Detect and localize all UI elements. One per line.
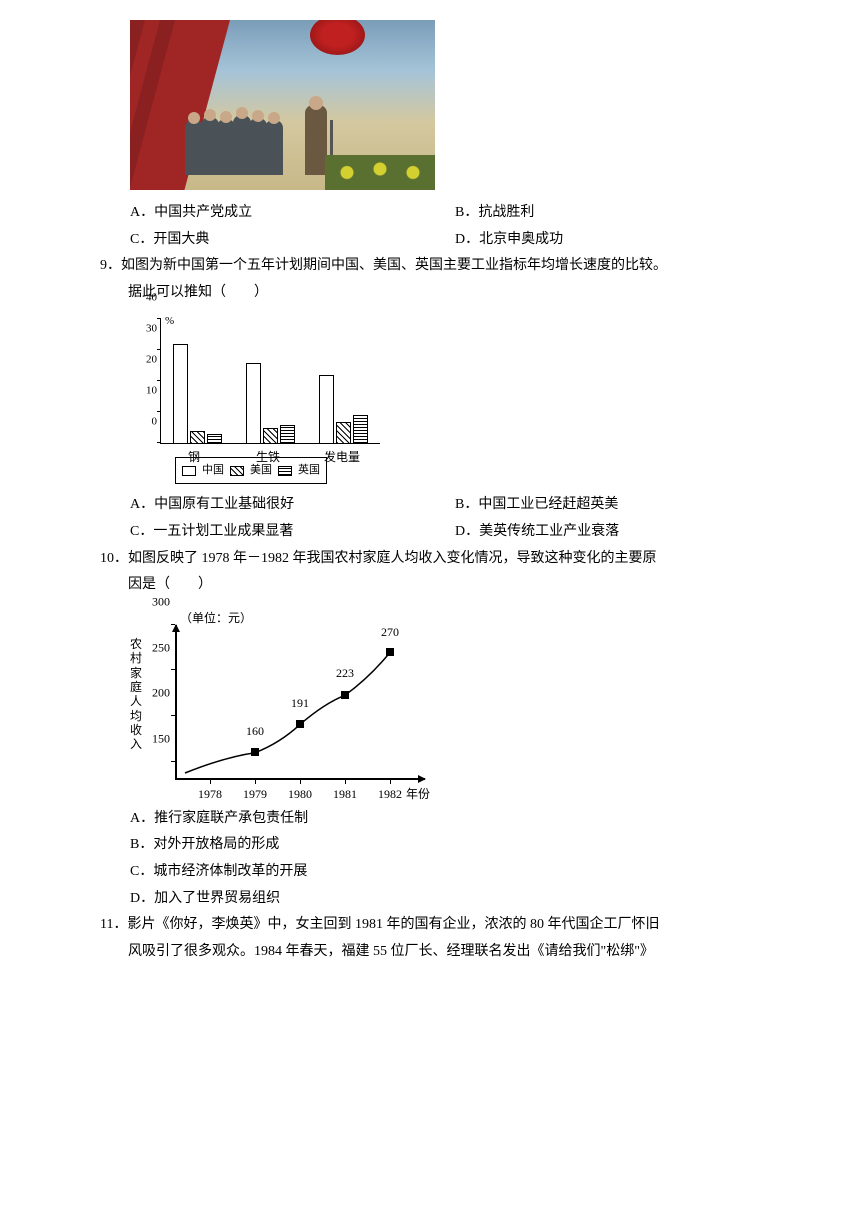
bar-chart-axes: 0 10 20 30 40 钢 生铁 发电量 [160,319,380,444]
legend-swatch-uk [278,466,292,476]
q8-option-d: D．北京申奥成功 [455,227,780,254]
point-1981 [341,691,349,699]
yl-200: 200 [152,682,170,705]
q9-option-d: D．美英传统工业产业衰落 [455,519,780,546]
bar-group-steel: 钢 [173,319,233,443]
q8-options-row-2: C．开国大典 D．北京申奥成功 [130,227,780,254]
bar-us-steel [190,431,205,443]
q10-option-b: B．对外开放格局的形成 [130,832,780,859]
q10-text: 10．如图反映了 1978 年－1982 年我国农村家庭人均收入变化情况，导致这… [100,546,780,573]
xl-1982: 1982 [378,783,402,806]
q9-text-2: 据此可以推知（ ） [128,280,780,307]
q11-text: 11．影片《你好，李焕英》中，女主回到 1981 年的国有企业，浓浓的 80 年… [100,912,780,939]
bar-group-iron: 生铁 [246,319,306,443]
q10-number: 10． [100,546,128,573]
yl-250: 250 [152,636,170,659]
ytick-10: 10 [146,381,157,402]
line-chart-xtitle: 年份 [406,783,430,806]
bar-us-elec [336,422,351,444]
founding-ceremony-photo [130,20,435,190]
industry-growth-bar-chart: % 0 10 20 30 40 钢 生铁 发电量 中国 [130,314,390,484]
rural-income-line-chart: 农村家庭人均收入 （单位：元） 150 200 250 300 1978 197… [130,607,440,802]
point-label-1979: 160 [246,720,264,743]
q9-options-row-1: A．中国原有工业基础很好 B．中国工业已经赶超英美 [130,492,780,519]
q10-option-c: C．城市经济体制改革的开展 [130,859,780,886]
ytick-0: 0 [152,412,158,433]
q8-options-row-1: A．中国共产党成立 B．抗战胜利 [130,200,780,227]
bar-china-steel [173,344,188,443]
legend-swatch-china [182,466,196,476]
ytick-20: 20 [146,350,157,371]
yl-300: 300 [152,591,170,614]
q8-option-c: C．开国大典 [130,227,455,254]
point-1980 [296,720,304,728]
xl-1980: 1980 [288,783,312,806]
ytick-30: 30 [146,319,157,340]
legend-swatch-us [230,466,244,476]
photo-flowers [325,155,435,190]
bar-uk-iron [280,425,295,444]
ytick-40: 40 [146,288,157,309]
q9-number: 9． [100,253,121,280]
q8-option-b: B．抗战胜利 [455,200,780,227]
q10-text-2: 因是（ ） [128,572,780,599]
bar-chart-legend: 中国 美国 英国 [175,457,327,484]
point-label-1981: 223 [336,662,354,685]
bar-uk-steel [207,434,222,443]
q9-options-row-2: C．一五计划工业成果显著 D．美英传统工业产业衰落 [130,519,780,546]
q9-option-b: B．中国工业已经赶超英美 [455,492,780,519]
point-label-1980: 191 [291,692,309,715]
point-1982 [386,648,394,656]
xl-1978: 1978 [198,783,222,806]
line-chart-ytitle: 农村家庭人均收入 [130,637,146,752]
point-label-1982: 270 [381,621,399,644]
bar-china-iron [246,363,261,444]
q11-number: 11． [100,912,127,939]
xl-1979: 1979 [243,783,267,806]
q9-text: 9．如图为新中国第一个五年计划期间中国、美国、英国主要工业指标年均增长速度的比较… [100,253,780,280]
xl-1981: 1981 [333,783,357,806]
point-1979 [251,748,259,756]
photo-lantern [310,20,365,55]
q11-text-2: 风吸引了很多观众。1984 年春天，福建 55 位厂长、经理联名发出《请给我们"… [128,939,780,966]
q10-option-d: D．加入了世界贸易组织 [130,886,780,913]
bar-uk-elec [353,415,368,443]
photo-crowd [185,100,305,175]
bar-us-iron [263,428,278,444]
q10-option-a: A．推行家庭联产承包责任制 [130,806,780,833]
photo-main-figure [305,105,327,175]
line-chart-plot: 150 200 250 300 1978 1979 1980 1981 1982… [175,625,425,780]
q8-option-a: A．中国共产党成立 [130,200,455,227]
yl-150: 150 [152,727,170,750]
q9-option-a: A．中国原有工业基础很好 [130,492,455,519]
bar-group-electricity: 发电量 [319,319,379,443]
q9-option-c: C．一五计划工业成果显著 [130,519,455,546]
bar-china-elec [319,375,334,443]
